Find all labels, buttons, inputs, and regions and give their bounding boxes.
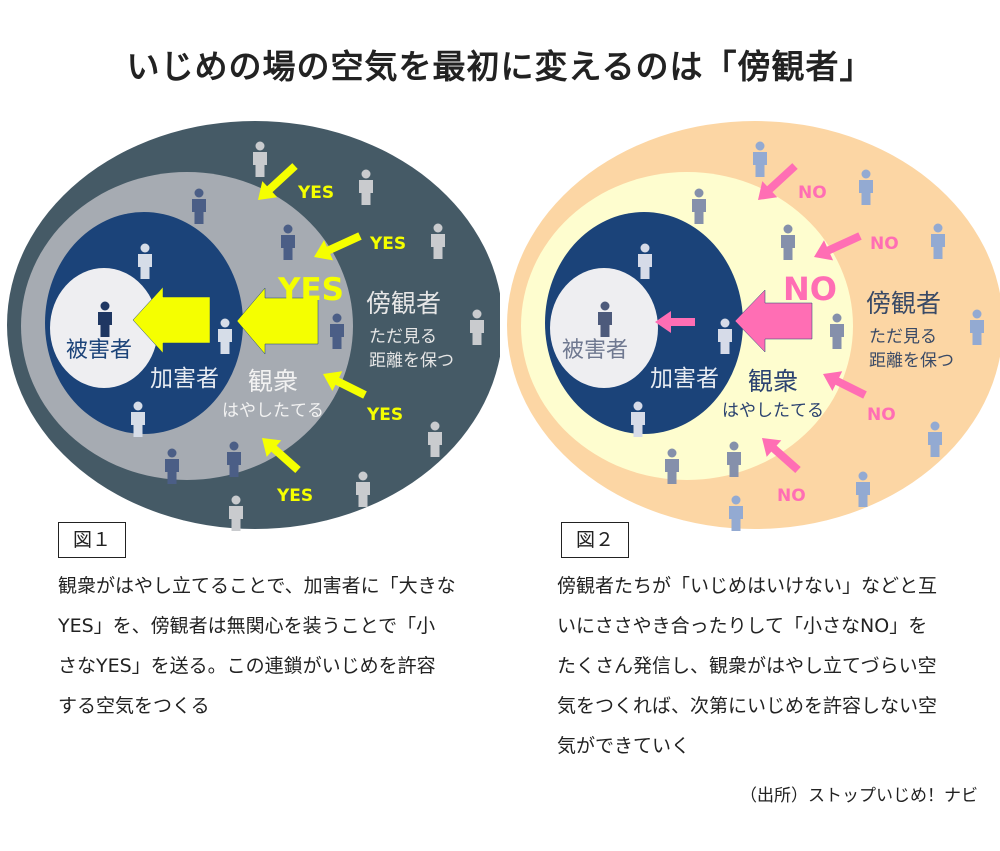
- person-icon: [753, 141, 767, 177]
- small-signal-label: NO: [798, 183, 827, 203]
- person-icon: [253, 141, 267, 177]
- person-icon: [631, 401, 645, 437]
- person-icon: [729, 495, 743, 531]
- arrow-icon: [814, 232, 862, 261]
- small-signal-label: YES: [276, 486, 313, 506]
- audience-sub-label: はやしたてる: [222, 401, 324, 421]
- bystander-sub-label: 距離を保つ: [369, 351, 454, 371]
- small-signal-label: YES: [297, 183, 334, 203]
- arrow-icon: [262, 438, 301, 473]
- arrow-icon: [762, 438, 801, 473]
- victim-label: 被害者: [562, 338, 628, 363]
- description-line: 気をつくれば、次第にいじめを許容しない空: [557, 695, 938, 717]
- figure-2-description: 傍観者たちが「いじめはいけない」などと互 いにささやき合ったりして「小さなNO」…: [557, 566, 997, 766]
- small-signal-label: NO: [867, 405, 896, 425]
- person-icon: [227, 441, 241, 477]
- description-line: いにささやき合ったりして「小さなNO」を: [557, 615, 928, 637]
- perpetrator-label: 加害者: [650, 366, 719, 392]
- figure-1-caption: 図１: [58, 522, 127, 558]
- description-line: 傍観者たちが「いじめはいけない」などと互: [557, 575, 938, 597]
- figure-2-caption: 図２: [561, 522, 630, 558]
- description-line: 観衆がはやし立てることで、加害者に「大きな: [58, 575, 456, 597]
- person-icon: [229, 495, 243, 531]
- arrow-icon: [758, 163, 798, 200]
- person-icon: [281, 224, 295, 260]
- description-line: 気ができていく: [557, 735, 691, 757]
- person-icon: [428, 421, 442, 457]
- person-icon: [431, 223, 445, 259]
- bystander-sub-label: ただ見る: [869, 327, 937, 347]
- big-arrow-icon: [132, 286, 211, 354]
- person-icon: [470, 309, 484, 345]
- figure-1-description: 観衆がはやし立てることで、加害者に「大きな YES」を、傍観者は無関心を装うこと…: [58, 566, 498, 726]
- person-icon: [359, 169, 373, 205]
- person-icon: [928, 421, 942, 457]
- description-line: たくさん発信し、観衆がはやし立てづらい空: [557, 655, 937, 677]
- audience-label: 観衆: [248, 367, 298, 396]
- person-icon: [830, 313, 844, 349]
- small-signal-label: YES: [366, 405, 403, 425]
- small-signal-label: NO: [870, 234, 899, 254]
- big-arrow-icon: [734, 289, 813, 353]
- arrow-icon: [655, 311, 695, 333]
- arrow-icon: [314, 232, 362, 261]
- description-line: YES」を、傍観者は無関心を装うことで「小: [58, 615, 436, 637]
- person-icon: [131, 401, 145, 437]
- arrow-icon: [823, 371, 867, 399]
- person-icon: [598, 301, 612, 337]
- person-icon: [356, 471, 370, 507]
- big-signal-label: YES: [277, 272, 344, 308]
- description-line: さなYES」を送る。この連鎖がいじめを許容: [58, 655, 436, 677]
- source-note: （出所）ストップいじめ！ナビ: [740, 786, 978, 806]
- bystander-label: 傍観者: [866, 289, 941, 318]
- arrow-icon: [258, 163, 298, 200]
- audience-label: 観衆: [748, 367, 798, 396]
- person-icon: [856, 471, 870, 507]
- bystander-label: 傍観者: [366, 289, 441, 318]
- person-icon: [665, 448, 679, 484]
- person-icon: [218, 318, 232, 354]
- page-title: いじめの場の空気を最初に変えるのは「傍観者」: [126, 47, 874, 86]
- big-signal-label: NO: [783, 270, 837, 308]
- person-icon: [718, 318, 732, 354]
- big-arrow-icon: [236, 287, 319, 355]
- audience-sub-label: はやしたてる: [722, 401, 824, 421]
- bystander-sub-label: ただ見る: [369, 327, 437, 347]
- person-icon: [859, 169, 873, 205]
- person-icon: [98, 301, 112, 337]
- person-icon: [931, 223, 945, 259]
- person-icon: [638, 243, 652, 279]
- person-icon: [781, 224, 795, 260]
- person-icon: [330, 313, 344, 349]
- person-icon: [138, 243, 152, 279]
- arrow-icon: [323, 371, 367, 399]
- person-icon: [692, 188, 706, 224]
- small-signal-label: YES: [369, 234, 406, 254]
- description-line: する空気をつくる: [58, 695, 210, 717]
- person-icon: [970, 309, 984, 345]
- person-icon: [727, 441, 741, 477]
- person-icon: [192, 188, 206, 224]
- bystander-sub-label: 距離を保つ: [869, 351, 954, 371]
- victim-label: 被害者: [66, 338, 132, 363]
- perpetrator-label: 加害者: [150, 366, 219, 392]
- person-icon: [165, 448, 179, 484]
- small-signal-label: NO: [777, 486, 806, 506]
